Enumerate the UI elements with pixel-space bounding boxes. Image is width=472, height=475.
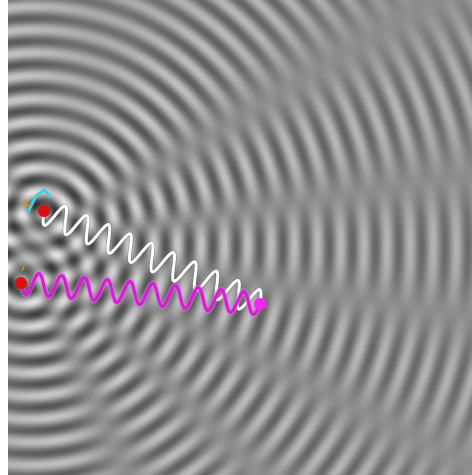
wave-source-2[interactable] (15, 277, 27, 289)
wave-interference-field[interactable] (8, 0, 472, 475)
wave-source-1[interactable] (38, 205, 50, 217)
detector-point[interactable] (254, 298, 266, 310)
